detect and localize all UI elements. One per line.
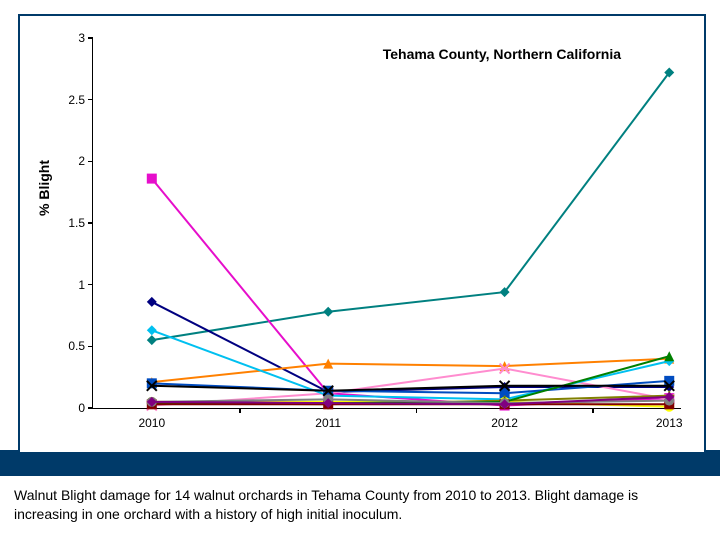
- series-marker: [323, 307, 333, 317]
- y-tick-mark: [88, 37, 93, 39]
- slide: % Blight Tehama County, Northern Califor…: [0, 0, 720, 540]
- y-tick-mark: [88, 99, 93, 101]
- series-line: [152, 179, 669, 406]
- y-tick-mark: [88, 284, 93, 286]
- y-tick-mark: [88, 346, 93, 348]
- caption-box: Walnut Blight damage for 14 walnut orcha…: [0, 476, 720, 540]
- series-marker: [147, 335, 157, 345]
- x-tick-mark: [592, 408, 594, 413]
- caption-text: Walnut Blight damage for 14 walnut orcha…: [14, 486, 702, 524]
- y-tick-mark: [88, 407, 93, 409]
- chart-lines-svg: [93, 38, 681, 408]
- chart-container: % Blight Tehama County, Northern Califor…: [18, 14, 706, 454]
- x-tick-mark: [239, 408, 241, 413]
- series-line: [152, 73, 669, 341]
- y-axis-label: % Blight: [36, 160, 52, 216]
- series-marker: [147, 174, 157, 184]
- series-marker: [147, 297, 157, 307]
- y-tick-mark: [88, 222, 93, 224]
- chart-plot-area: Tehama County, Northern California 00.51…: [92, 38, 681, 409]
- x-tick-label: 2010: [138, 408, 165, 430]
- x-tick-label: 2011: [315, 408, 341, 430]
- x-tick-mark: [416, 408, 418, 413]
- x-tick-label: 2013: [656, 408, 683, 430]
- series-marker: [664, 376, 674, 386]
- x-tick-label: 2012: [491, 408, 518, 430]
- y-tick-mark: [88, 161, 93, 163]
- series-marker: [147, 325, 157, 335]
